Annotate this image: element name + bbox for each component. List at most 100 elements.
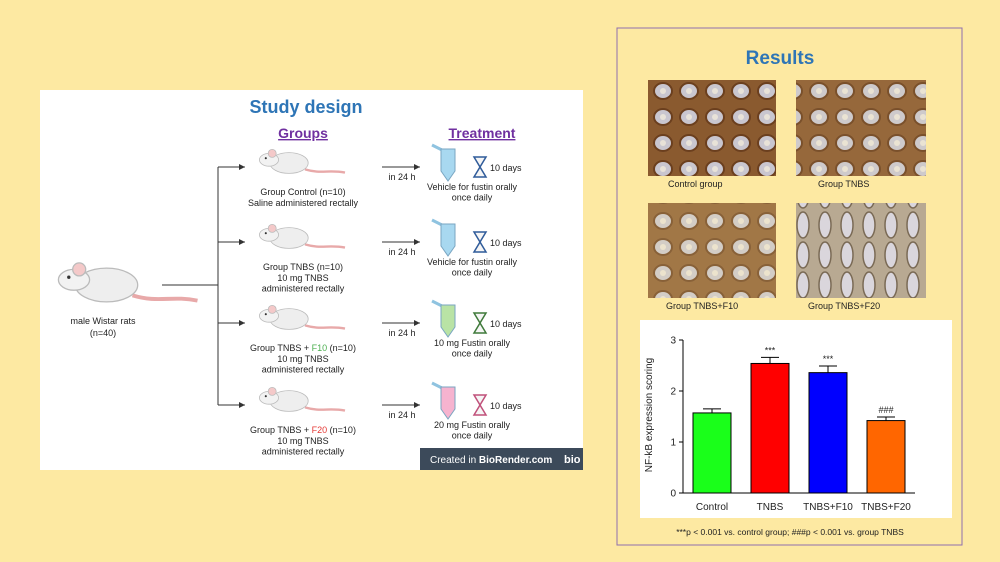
treatment: once daily [452,268,493,278]
bar [808,372,848,494]
rat-eye [264,313,267,316]
x-tick-label: Control [696,502,728,513]
tube-cap [431,218,443,227]
group-detail: administered rectally [262,447,345,457]
arrow-head [414,320,420,326]
rat-ear [267,148,277,158]
micrograph [796,80,926,176]
rat-icon [258,304,346,330]
hourglass [472,231,488,253]
rat-eye [264,395,267,398]
group-detail: Saline administered rectally [248,198,359,208]
tube-cap [431,381,443,390]
duration: 10 days [490,163,522,173]
source-label: Created in BioRender.com [430,455,552,466]
group-title: Group TNBS (n=10) [263,262,343,272]
error-bar [761,356,779,364]
rat-icon [57,262,198,303]
rat-eye [264,232,267,235]
rat-tail [304,324,346,330]
rat-tail [131,293,198,303]
image-caption: Group TNBS+F20 [808,301,880,311]
rat-eye [67,275,71,279]
duration: 10 days [490,319,522,329]
tube-cap [431,143,443,152]
error-bar [819,365,837,373]
group-title-part: (n=10) [327,425,356,435]
source-badge [420,448,583,470]
arrow-head [239,239,245,245]
rat-tail [304,406,346,412]
arrow-head [239,164,245,170]
group-detail: 10 mg TNBS [277,354,328,364]
micrograph [648,80,776,176]
x-tick-label: TNBS [757,502,784,513]
delay: in 24 h [388,328,415,338]
arrow-head [239,320,245,326]
arrow-head [414,402,420,408]
hourglass [472,312,488,334]
y-tick-label: 1 [670,438,676,449]
group-title: Group TNBS + F10 (n=10) [250,343,356,353]
image-caption: Group TNBS+F10 [666,301,738,311]
bar [866,420,906,494]
treatment: once daily [452,431,493,441]
micrograph [648,203,776,298]
arrow-head [239,402,245,408]
rat-ear [267,386,277,396]
error-bar [703,408,721,413]
groups-heading: Groups [278,125,328,141]
hourglass [472,394,488,416]
treatment: Vehicle for fustin orally [427,257,518,267]
rat-tail [304,243,346,249]
animals: male Wistar rats [70,316,136,326]
group-title-part: Group TNBS + [250,425,312,435]
error-bar [877,416,895,421]
delay: in 24 h [388,247,415,257]
significance: ### [878,405,893,415]
treatment: Vehicle for fustin orally [427,182,518,192]
results-title: Results [746,48,815,69]
footnote: ***p < 0.001 vs. control group; ###p < 0… [676,527,904,537]
delay: in 24 h [388,410,415,420]
treatment: 20 mg Fustin orally [434,420,511,430]
group-title-part: F20 [312,425,328,435]
delay: in 24 h [388,172,415,182]
tube [440,148,456,182]
micrograph [796,203,926,298]
arrow-head [414,164,420,170]
design-title: Study design [249,97,362,117]
bar [692,412,732,494]
image-caption: Control group [668,179,723,189]
group-detail: administered rectally [262,365,345,375]
hourglass [472,156,488,178]
rat-eye [264,157,267,160]
duration: 10 days [490,238,522,248]
group-title: Group Control (n=10) [260,187,345,197]
group-title-part: F10 [312,343,328,353]
group-title-part: (n=10) [327,343,356,353]
rat-ear [267,223,277,233]
group-detail: 10 mg TNBS [277,436,328,446]
rat-icon [258,223,346,249]
significance: *** [765,345,776,355]
treatment-heading: Treatment [449,125,516,141]
bar [750,362,790,494]
treatment: 10 mg Fustin orally [434,338,511,348]
rat-ear [267,304,277,314]
group-title-part: Group TNBS (n=10) [263,262,343,272]
treatment: once daily [452,349,493,359]
source-logo: bio [564,454,581,466]
tube-cap [431,299,443,308]
x-tick-label: TNBS+F10 [803,502,853,513]
rat-ear [72,262,87,277]
y-axis-label: NF-kB expression scoring [644,358,655,472]
rat-icon [258,148,346,174]
rat-tail [304,168,346,174]
image-caption: Group TNBS [818,179,869,189]
group-detail: administered rectally [262,284,345,294]
animals: (n=40) [90,328,116,338]
tube [440,223,456,257]
